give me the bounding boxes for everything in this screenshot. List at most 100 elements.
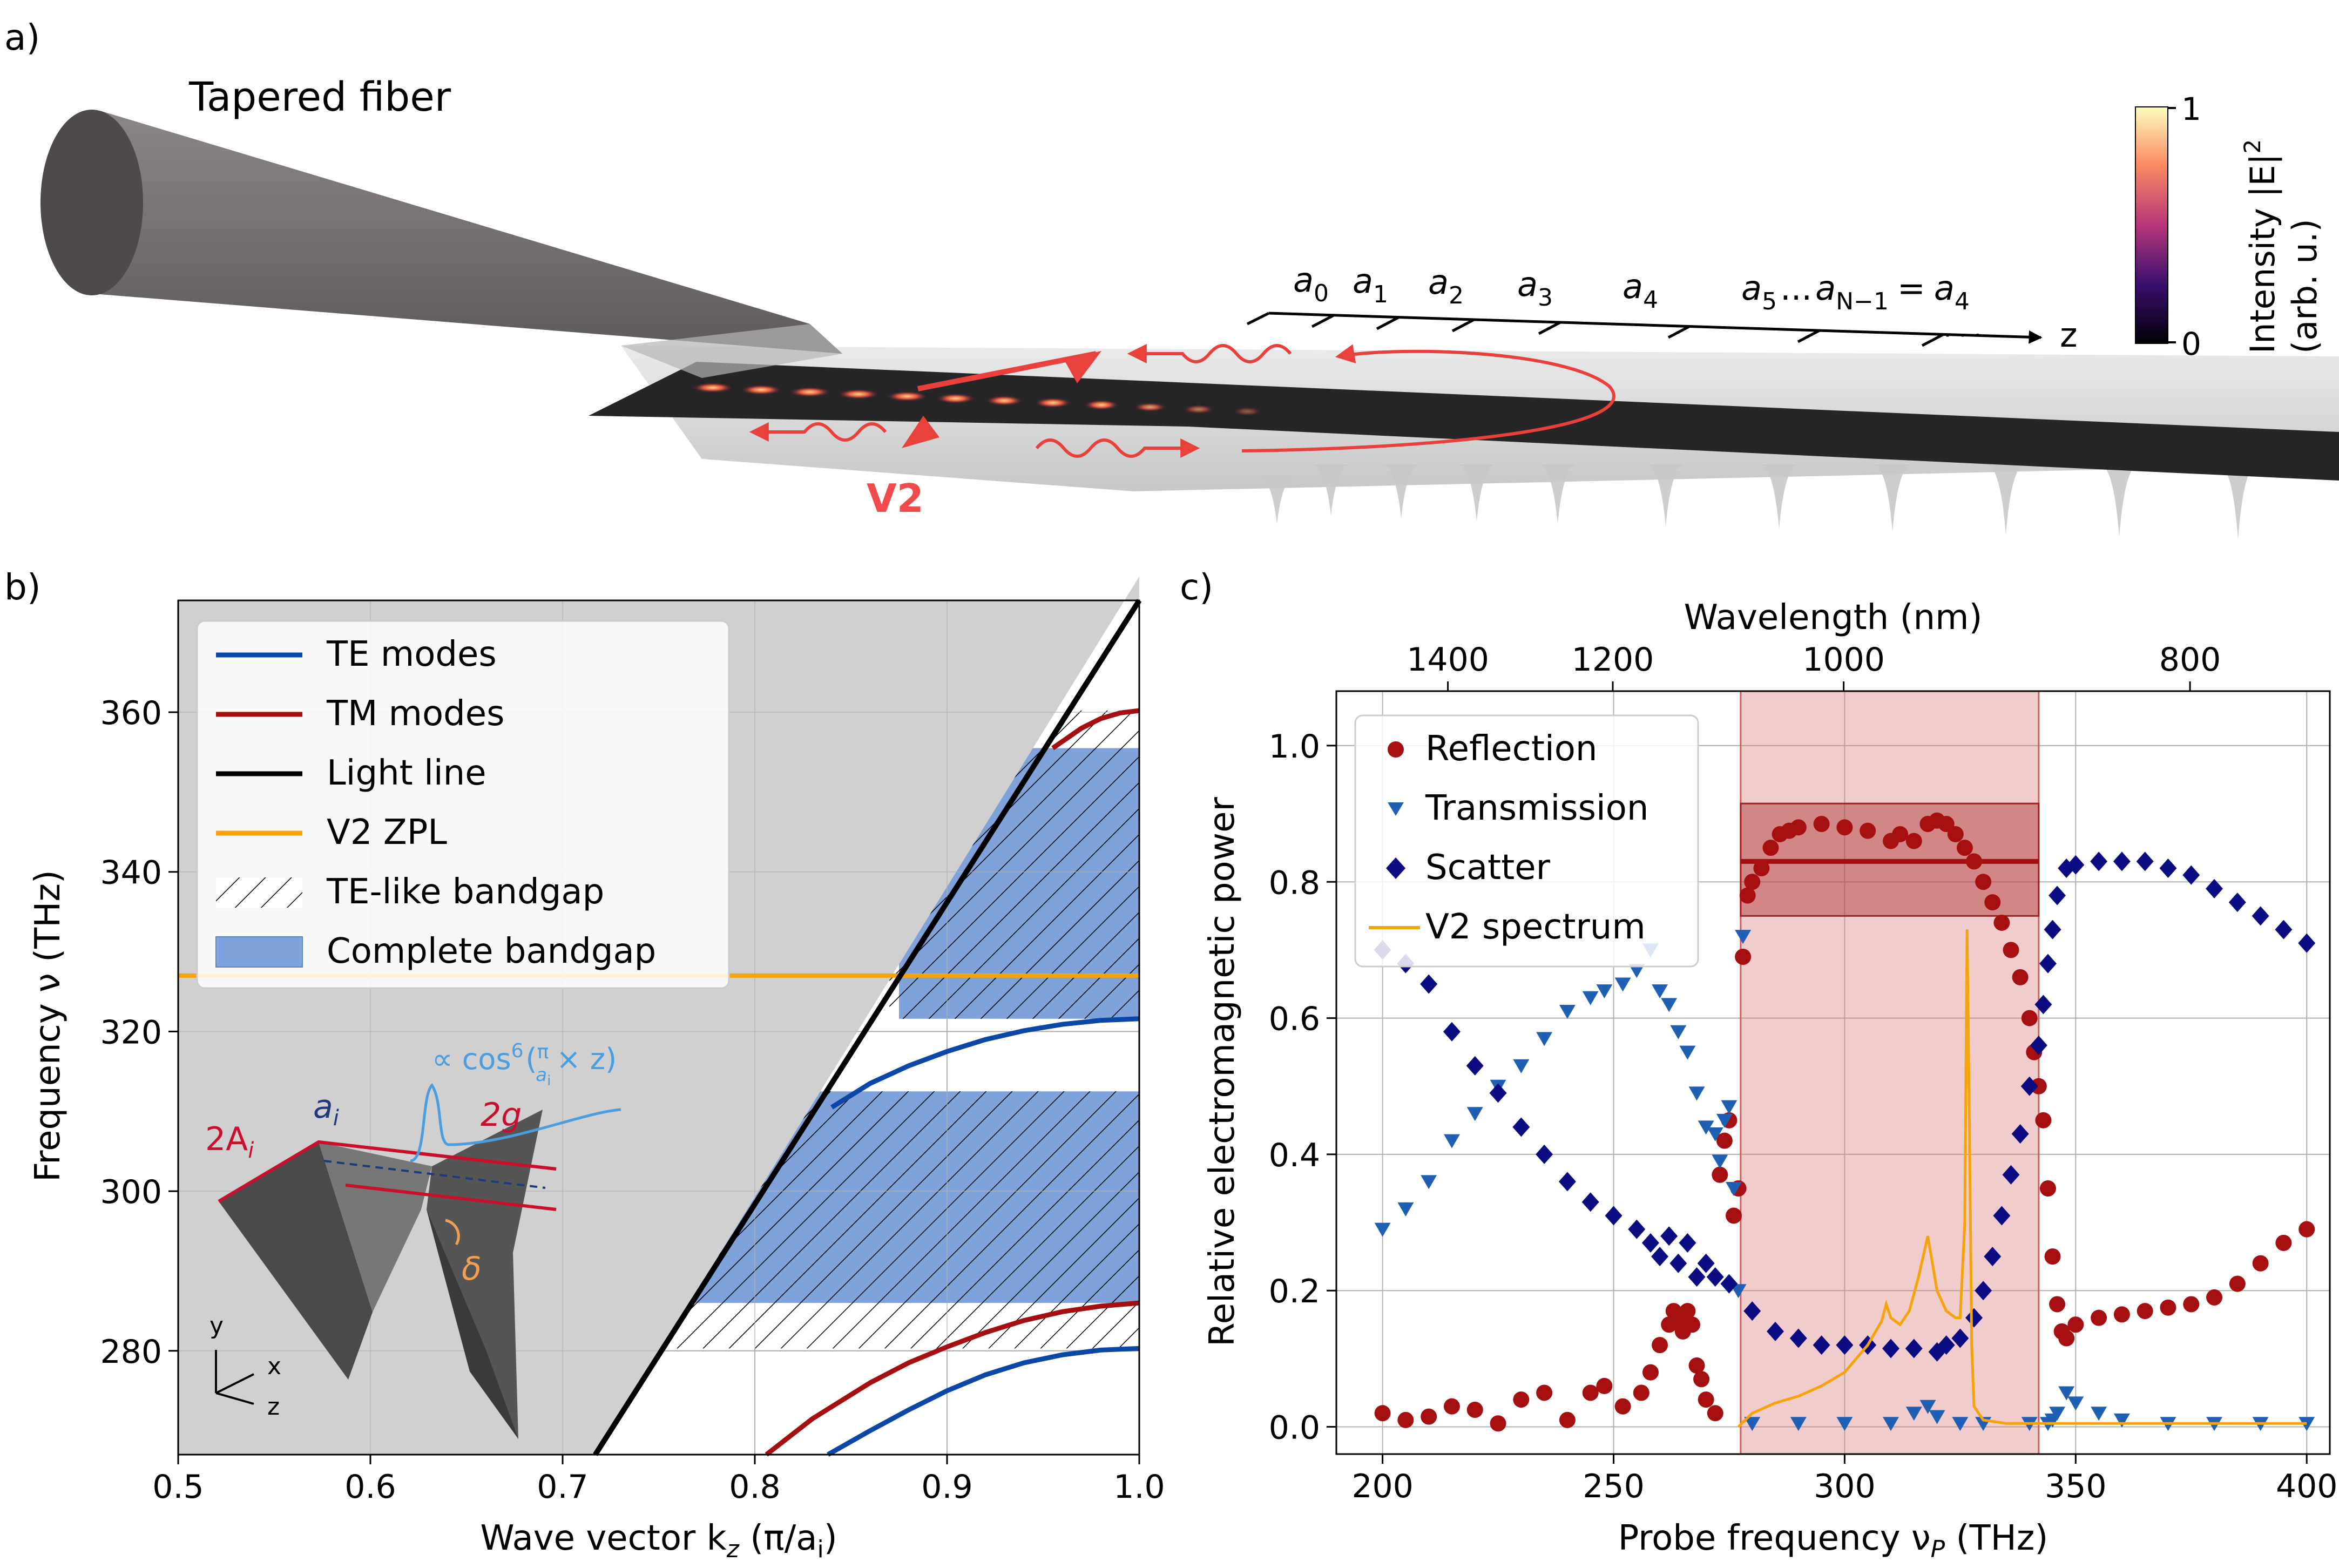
reflection-point (1374, 1405, 1391, 1422)
spectrum-frame (1335, 690, 2331, 1455)
reflection-point (2049, 1296, 2066, 1313)
band-ytick-label: 360 (100, 694, 162, 732)
reflection-point (1679, 1303, 1696, 1320)
scatter-point (2136, 851, 2154, 871)
inset-axis-z: z (267, 1393, 280, 1421)
inset-delta: δ (462, 1250, 482, 1288)
transmission-point (2049, 1407, 2066, 1421)
transmission-point (1744, 1417, 1761, 1431)
colorbar-title-units: (arb. u.) (2285, 219, 2324, 354)
transmission-point (1929, 1410, 1945, 1424)
reflection-point (1836, 819, 1853, 836)
reflection-point (1559, 1411, 1576, 1428)
reflection-point (1975, 874, 1992, 890)
scatter-point (2298, 933, 2316, 953)
transmission-point (1721, 1100, 1738, 1114)
transmission-point (1836, 1417, 1853, 1431)
scatter-point (2228, 893, 2246, 913)
scatter-point (1688, 1267, 1706, 1287)
spectrum-chart: 200 250 300 350 400 0.0 0.2 0.4 0.6 0.8 1.0 1400 120… (1202, 598, 2337, 1563)
scatter-point (2034, 995, 2052, 1015)
band-xtick-label: 0.7 (537, 1468, 588, 1506)
transmission-point (1652, 984, 1668, 999)
device-illustration: Tapered fiber V2 a0 a1 a2 a3 (40, 74, 2339, 540)
scatter-point (1660, 1226, 1678, 1246)
reflection-point (1684, 1316, 1700, 1333)
scatter-point (2252, 906, 2269, 926)
legend-zpl: V2 ZPL (327, 813, 447, 853)
transmission-point (1443, 1134, 1460, 1148)
v2-label: V2 (867, 476, 924, 521)
tapered-fiber (100, 111, 842, 354)
lattice-label-a2: a2 (1428, 262, 1464, 309)
band-xtick-label: 0.9 (921, 1468, 972, 1506)
spectrum-ytick-label: 0.0 (1269, 1409, 1320, 1447)
reflection-point (1688, 1357, 1705, 1374)
transmission-point (1559, 1004, 1576, 1019)
scatter-point (2020, 1076, 2038, 1096)
spectrum-top-tick-label: 1000 (1802, 641, 1885, 679)
reflection-point (1513, 1391, 1530, 1408)
lattice-labels: a0 a1 a2 a3 a4 a5...aN−1 = a4 (1293, 260, 1970, 315)
reflection-point (2252, 1255, 2269, 1272)
inset-2A: 2Ai (205, 1120, 254, 1163)
transmission-point (1513, 1059, 1530, 1073)
reflection-point (1726, 1207, 1742, 1224)
scatter-point (1975, 1281, 1992, 1301)
band-xtick-label: 0.5 (152, 1468, 204, 1506)
lattice-ruler (1246, 312, 2043, 347)
spectrum-xtick-label: 250 (1583, 1468, 1645, 1505)
band-diagram: 0.5 0.6 0.7 0.8 0.9 1.0 280 300 320 340 360 Wave v… (28, 576, 1165, 1563)
spectrum-ytick-label: 1.0 (1269, 728, 1320, 766)
legend-v2-spectrum: V2 spectrum (1425, 907, 1646, 947)
transmission-point (1882, 1417, 1899, 1431)
reflection-point (1892, 826, 1909, 842)
band-xtick-label: 0.8 (729, 1468, 780, 1506)
reflection-point (1642, 1364, 1659, 1381)
transmission-point (1919, 1400, 1936, 1414)
bandgap-shade (1740, 690, 2040, 1455)
scatter-point (1669, 1253, 1687, 1273)
scatter-point (1512, 1117, 1530, 1137)
reflection-point (1739, 887, 1756, 904)
scatter-point (1767, 1321, 1784, 1341)
reflection-point (1762, 840, 1779, 856)
spectrum-top-xlabel: Wavelength (nm) (1684, 598, 1983, 638)
ruler-ellipsis: · · · (1944, 322, 1982, 349)
transmission-point (1582, 991, 1599, 1005)
scatter-point (2275, 920, 2293, 940)
field-intensity-spots (691, 382, 1262, 416)
scatter-point (1789, 1328, 1807, 1348)
reflection-point (1466, 1401, 1483, 1418)
scatter-point (2090, 851, 2108, 871)
scatter-point (2049, 886, 2066, 905)
lattice-label-a0: a0 (1293, 260, 1329, 307)
transmission-point (2058, 1386, 2075, 1401)
transmission-point (1614, 977, 1631, 992)
scatter-point (2011, 1124, 2029, 1144)
fiber-label: Tapered fiber (188, 74, 451, 120)
reflection-point (1712, 1166, 1728, 1183)
spectrum-top-tick-label: 1400 (1407, 641, 1489, 679)
nanobeam-teeth (1258, 464, 2257, 540)
transmission-point (1905, 1407, 1922, 1421)
scatter-point (1628, 1219, 1646, 1239)
inset-axes (215, 1350, 254, 1405)
reflection-point (1860, 822, 1876, 839)
transmission-point (1679, 1045, 1696, 1060)
scatter-point (2206, 878, 2223, 898)
scatter-point (1489, 1083, 1507, 1103)
band-xtick-label: 0.6 (344, 1468, 396, 1506)
scatter-point (1443, 1022, 1461, 1042)
scatter-point (2067, 855, 2085, 875)
transmission-point (1670, 1025, 1687, 1039)
scatter-point (1905, 1339, 1923, 1359)
reflection-point (2035, 1112, 2052, 1128)
reflection-point (2229, 1275, 2246, 1292)
spectrum-xlabel: Probe frequency νP (THz) (1618, 1518, 2049, 1563)
transmission-point (1466, 1107, 1483, 1121)
reflection-point (2021, 1010, 2038, 1026)
scatter-point (1720, 1274, 1738, 1294)
reflection-point (1993, 914, 2010, 931)
field-plane (589, 362, 2339, 481)
